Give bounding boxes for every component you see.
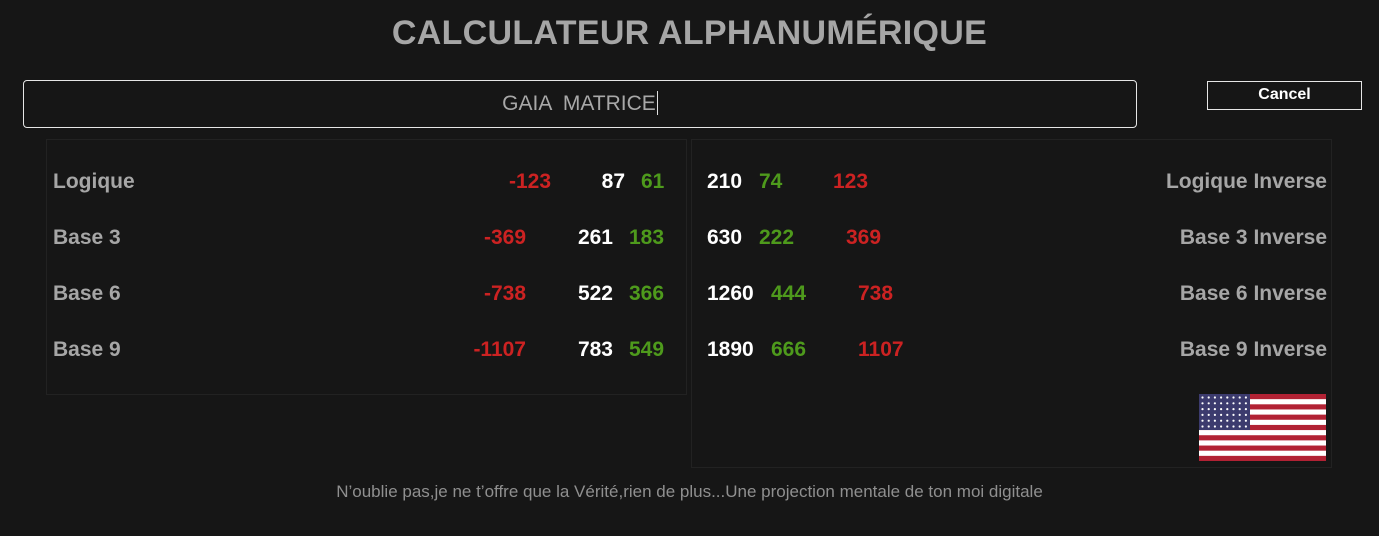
total-value: 1260 [707,282,754,305]
text-input[interactable]: GAIA MATRICE [23,80,1137,128]
row-label: Base 9 Inverse [1179,338,1327,361]
total-value: 87 [601,170,625,193]
row-base-3: Base 3 -369 261 183 [0,223,687,253]
base-results-panel [46,139,687,395]
us-flag-icon[interactable] [1199,394,1326,461]
row-base-6-inverse: 1260 444 738 Base 6 Inverse [691,279,1327,309]
row-label: Logique Inverse [1165,170,1327,193]
cancel-button[interactable]: Cancel [1207,81,1362,110]
total-value: 1890 [707,338,754,361]
page-title: CALCULATEUR ALPHANUMÉRIQUE [391,14,988,52]
reduced-value: 183 [629,226,665,249]
total-value: 522 [577,282,613,305]
footer-text: N’oublie pas,je ne t’offre que la Vérité… [336,482,1043,501]
reduced-value: 366 [629,282,665,305]
row-base-3-inverse: 630 222 369 Base 3 Inverse [691,223,1327,253]
positive-value: 369 [846,226,882,249]
text-input-value: GAIA MATRICE [502,92,656,115]
total-value: 261 [577,226,613,249]
reduced-value: 61 [641,170,665,193]
row-label: Base 3 Inverse [1179,226,1327,249]
negative-value: -369 [483,226,526,249]
row-label: Logique [53,170,135,193]
row-base-9: Base 9 -1107 783 549 [0,335,687,365]
reduced-value: 444 [771,282,807,305]
row-label: Base 6 [53,282,121,305]
row-logique-inverse: 210 74 123 Logique Inverse [691,167,1327,197]
row-logique: Logique -123 87 61 [0,167,687,197]
negative-value: -738 [483,282,526,305]
text-cursor [656,91,658,116]
positive-value: 738 [858,282,894,305]
row-base-9-inverse: 1890 666 1107 Base 9 Inverse [691,335,1327,365]
row-label: Base 6 Inverse [1179,282,1327,305]
negative-value: -1107 [473,338,526,361]
reduced-value: 549 [629,338,665,361]
reduced-value: 666 [771,338,807,361]
row-label: Base 9 [53,338,121,361]
total-value: 630 [707,226,743,249]
total-value: 210 [707,170,743,193]
reduced-value: 74 [759,170,783,193]
positive-value: 1107 [858,338,904,361]
positive-value: 123 [833,170,869,193]
reduced-value: 222 [759,226,795,249]
row-label: Base 3 [53,226,121,249]
negative-value: -123 [508,170,551,193]
inverse-results-panel [691,139,1332,468]
total-value: 783 [577,338,613,361]
row-base-6: Base 6 -738 522 366 [0,279,687,309]
